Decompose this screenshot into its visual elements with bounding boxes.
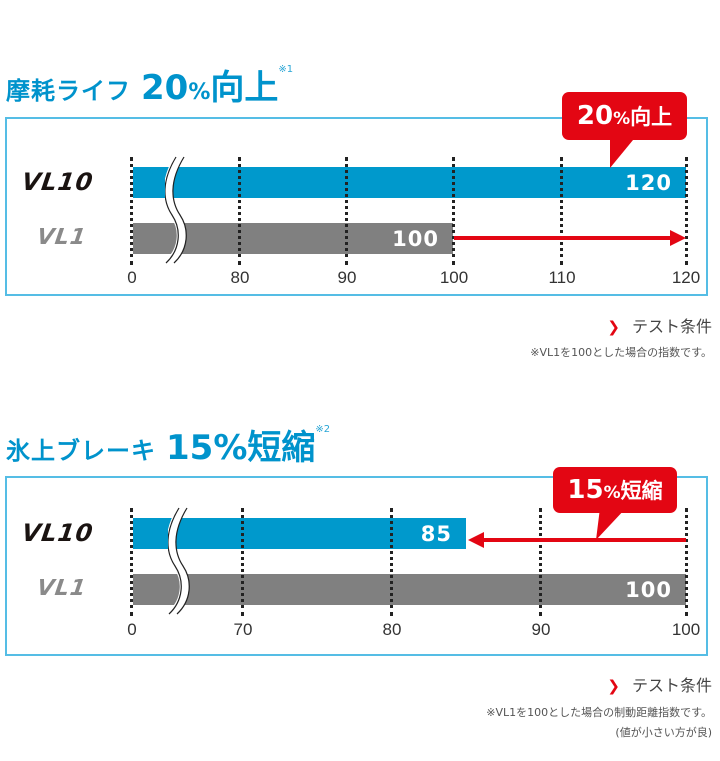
footnote: ※VL1を100とした場合の指数です。 [530, 343, 712, 363]
arrow-head-icon [468, 532, 484, 548]
test-conditions-label: テスト条件 [631, 676, 712, 695]
footnote-line: (値が小さい方が良) [615, 726, 712, 739]
x-tick: 110 [548, 268, 576, 287]
bar-value: 100 [625, 577, 672, 602]
section-heading: 氷上ブレーキ 15%短縮※2 [6, 420, 330, 469]
axis-break-icon [168, 506, 190, 616]
x-tick: 0 [127, 620, 137, 639]
increase-arrow [454, 236, 672, 240]
row-label-vl10: VL10 [20, 519, 96, 547]
callout-number: 20 [576, 101, 614, 131]
heading-percent: % [213, 428, 248, 468]
bar-value: 85 [420, 521, 452, 546]
x-tick: 120 [671, 268, 701, 287]
callout-tail [596, 508, 626, 540]
gridline [390, 508, 393, 616]
heading-lead: 摩耗ライフ [6, 77, 131, 105]
bar-vl10: 120 [133, 167, 686, 198]
bar-vl1: 100 [133, 574, 686, 605]
bar-value: 100 [392, 226, 439, 251]
gridline [560, 157, 563, 265]
footnote-line: ※VL1を100とした場合の制動距離指数です。 [486, 706, 712, 719]
heading-tail: 向上 [210, 68, 279, 108]
gridline [345, 157, 348, 265]
heading-tail: 短縮 [247, 428, 316, 468]
test-conditions-label: テスト条件 [631, 317, 712, 336]
chevron-right-icon: ❯ [607, 318, 620, 336]
heading-note: ※1 [278, 64, 294, 75]
axis-break-icon [165, 155, 187, 265]
heading-percent: % [188, 80, 211, 105]
callout-percent: % [603, 483, 621, 503]
heading-lead: 氷上ブレーキ [6, 437, 156, 465]
axis-zero-line [130, 157, 133, 265]
row-label-vl1: VL1 [35, 225, 89, 250]
x-tick: 80 [230, 268, 250, 287]
footnote: ※VL1を100とした場合の制動距離指数です。 (値が小さい方が良) [486, 703, 712, 743]
gridline [685, 508, 688, 616]
heading-number: 20 [141, 68, 189, 108]
gridline [539, 508, 542, 616]
x-tick: 80 [382, 620, 402, 639]
gridline [238, 157, 241, 265]
x-tick: 100 [671, 620, 701, 639]
footnote-line: ※VL1を100とした場合の指数です。 [530, 346, 712, 359]
section-heading: 摩耗ライフ 20%向上※1 [6, 60, 293, 109]
axis-zero-line [130, 508, 133, 616]
callout-number: 15 [567, 475, 604, 505]
arrow-head-icon [670, 230, 686, 246]
x-tick: 100 [439, 268, 469, 287]
gridline [685, 157, 688, 265]
test-conditions-link[interactable]: ❯ テスト条件 [607, 672, 712, 696]
chevron-right-icon: ❯ [607, 677, 620, 695]
row-label-vl1: VL1 [35, 576, 89, 601]
callout-text: 向上 [630, 105, 673, 129]
callout-text: 短縮 [620, 479, 663, 503]
heading-number: 15 [166, 428, 214, 468]
test-conditions-link[interactable]: ❯ テスト条件 [607, 313, 712, 337]
callout-percent: % [613, 109, 631, 129]
x-tick: 0 [127, 268, 137, 287]
x-tick: 90 [531, 620, 551, 639]
x-tick: 90 [337, 268, 357, 287]
bar-value: 120 [625, 170, 672, 195]
chart-box [5, 117, 708, 296]
x-tick: 70 [233, 620, 253, 639]
callout-tail [610, 134, 638, 168]
gridline [241, 508, 244, 616]
row-label-vl10: VL10 [20, 168, 96, 196]
bar-vl10: 85 [133, 518, 466, 549]
decrease-arrow [482, 538, 686, 542]
callout-badge: 20%向上 [562, 92, 687, 140]
callout-badge: 15%短縮 [553, 467, 677, 513]
heading-note: ※2 [315, 424, 331, 435]
gridline [452, 157, 455, 265]
